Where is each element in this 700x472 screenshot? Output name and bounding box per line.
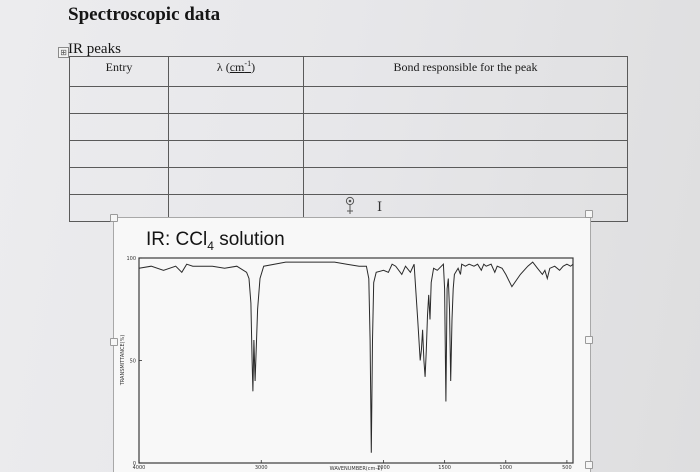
table-header-row: Entry λ (cm-1) Bond responsible for the … [69,56,628,87]
bond-cell[interactable] [303,167,628,195]
column-header-entry-label: Entry [105,60,133,74]
entry-cell[interactable] [69,86,169,114]
x-tick-label: 2000 [377,465,390,471]
x-tick-label: 1500 [438,465,451,471]
lambda-unit-exponent: -1 [244,59,252,68]
lambda-unit-base: cm [229,60,245,74]
wavenumber-cell[interactable] [168,167,304,195]
bond-cell[interactable] [303,140,628,168]
resize-handle-mid-left[interactable] [110,338,118,346]
column-header-bond[interactable]: Bond responsible for the peak [303,56,628,87]
entry-cell[interactable] [69,113,169,141]
table-row [69,113,628,141]
ir-peaks-heading: IR peaks [68,41,121,57]
ir-peaks-table[interactable]: Entry λ (cm-1) Bond responsible for the … [69,56,628,222]
y-tick-label: 0 [133,461,136,467]
column-header-wavenumber[interactable]: λ (cm-1) [168,56,304,87]
resize-handle-bottom-right[interactable] [585,461,593,469]
wavenumber-cell[interactable] [168,113,304,141]
column-header-bond-label: Bond responsible for the peak [393,60,538,74]
table-row [69,86,628,114]
lambda-unit: cm-1 [229,59,252,75]
y-tick-label: 50 [130,359,136,365]
spectrum-image-frame[interactable] [113,217,591,472]
wavenumber-cell[interactable] [168,86,304,114]
resize-handle-mid-right[interactable] [585,336,593,344]
anchor-icon[interactable] [345,196,355,216]
plot-frame [138,257,574,464]
bond-cell[interactable] [303,86,628,114]
x-axis-ticks: 4000 3000 2000 1500 1000 500 [133,460,572,471]
spectrum-title: IR: CCl4 solution [146,229,285,253]
lambda-symbol: λ [216,60,223,74]
x-tick-label: 1000 [499,465,512,471]
text-cursor-icon: I [377,200,383,215]
wavenumber-cell[interactable] [168,140,304,168]
spectrum-title-suffix: solution [213,229,285,250]
resize-handle-top-right[interactable] [585,210,593,218]
table-row [69,167,628,195]
table-move-handle-icon[interactable]: ⊞ [58,47,69,58]
y-tick-label: 100 [126,256,136,262]
y-axis-ticks: 100 50 0 [126,256,142,467]
column-header-entry[interactable]: Entry [69,56,169,87]
x-tick-label: 4000 [133,465,146,471]
entry-cell[interactable] [69,167,169,195]
spectrum-series-line [138,261,574,453]
spectrum-title-subscript: 4 [207,238,214,253]
resize-handle-top-left[interactable] [110,214,118,222]
entry-cell[interactable] [69,140,169,168]
bond-cell[interactable] [303,113,628,141]
x-tick-label: 500 [562,465,572,471]
x-tick-label: 3000 [255,465,268,471]
y-axis-label: TRANSMITTANCE(%) [120,335,126,387]
page-heading: Spectroscopic data [68,4,221,25]
x-axis-label: WAVENUMBER(cm-1) [330,466,383,472]
spectrum-title-prefix: IR: CCl [146,229,208,250]
table-row [69,140,628,168]
